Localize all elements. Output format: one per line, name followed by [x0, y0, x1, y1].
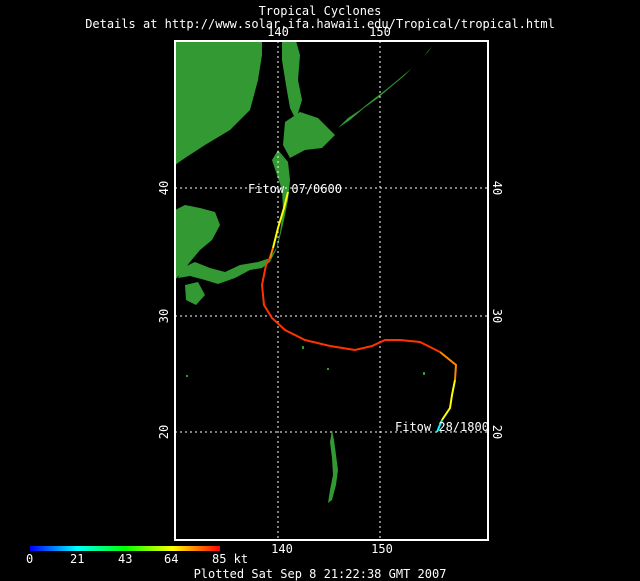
storm-track: [260, 191, 458, 433]
mariana-islands: [328, 430, 338, 503]
honshu-island: [178, 150, 290, 284]
lat-tick-right: 30: [490, 309, 504, 323]
lat-tick-right: 40: [490, 181, 504, 195]
landmass-layer: [175, 41, 432, 503]
island-dot: [302, 346, 304, 349]
track-segment: [269, 247, 274, 259]
colorbar-tick: 85 kt: [212, 552, 249, 566]
chart-subtitle: Details at http://www.solar.ifa.hawaii.e…: [85, 17, 555, 31]
colorbar-tick: 0: [26, 552, 34, 566]
continent-land: [175, 41, 262, 165]
sakhalin-island: [282, 41, 302, 120]
map-frame: [174, 40, 489, 541]
colorbar: [30, 546, 220, 551]
track-segment: [439, 351, 458, 381]
lon-tick-top: 140: [267, 25, 289, 39]
storm-start-label: Fitow 28/1800: [395, 420, 489, 434]
island-dot: [186, 375, 188, 377]
kyushu-island: [185, 282, 205, 305]
lon-tick-bottom: 140: [271, 542, 293, 556]
hokkaido-island: [283, 112, 335, 158]
track-segment: [260, 257, 441, 353]
track-segment: [272, 191, 289, 249]
colorbar-tick: 21: [70, 552, 85, 566]
plotted-timestamp: Plotted Sat Sep 8 21:22:38 GMT 2007: [193, 567, 447, 581]
lat-tick-left: 20: [157, 425, 171, 439]
island-dot: [327, 368, 329, 370]
lon-tick-top: 150: [369, 25, 391, 39]
colorbar-tick: 43: [118, 552, 133, 566]
lat-tick-right: 20: [490, 425, 504, 439]
lon-tick-bottom: 150: [371, 542, 393, 556]
island-dot: [423, 372, 425, 375]
korea-peninsula: [175, 205, 220, 280]
colorbar-tick: 64: [164, 552, 179, 566]
kuril-islands: [338, 46, 432, 128]
lat-tick-left: 30: [157, 309, 171, 323]
map-grid: [175, 41, 488, 540]
track-segment: [436, 419, 443, 433]
storm-end-label: Fitow 07/0600: [248, 182, 342, 196]
chart-title: Tropical Cyclones: [258, 4, 382, 18]
track-segment: [441, 379, 456, 421]
lat-tick-left: 40: [157, 181, 171, 195]
